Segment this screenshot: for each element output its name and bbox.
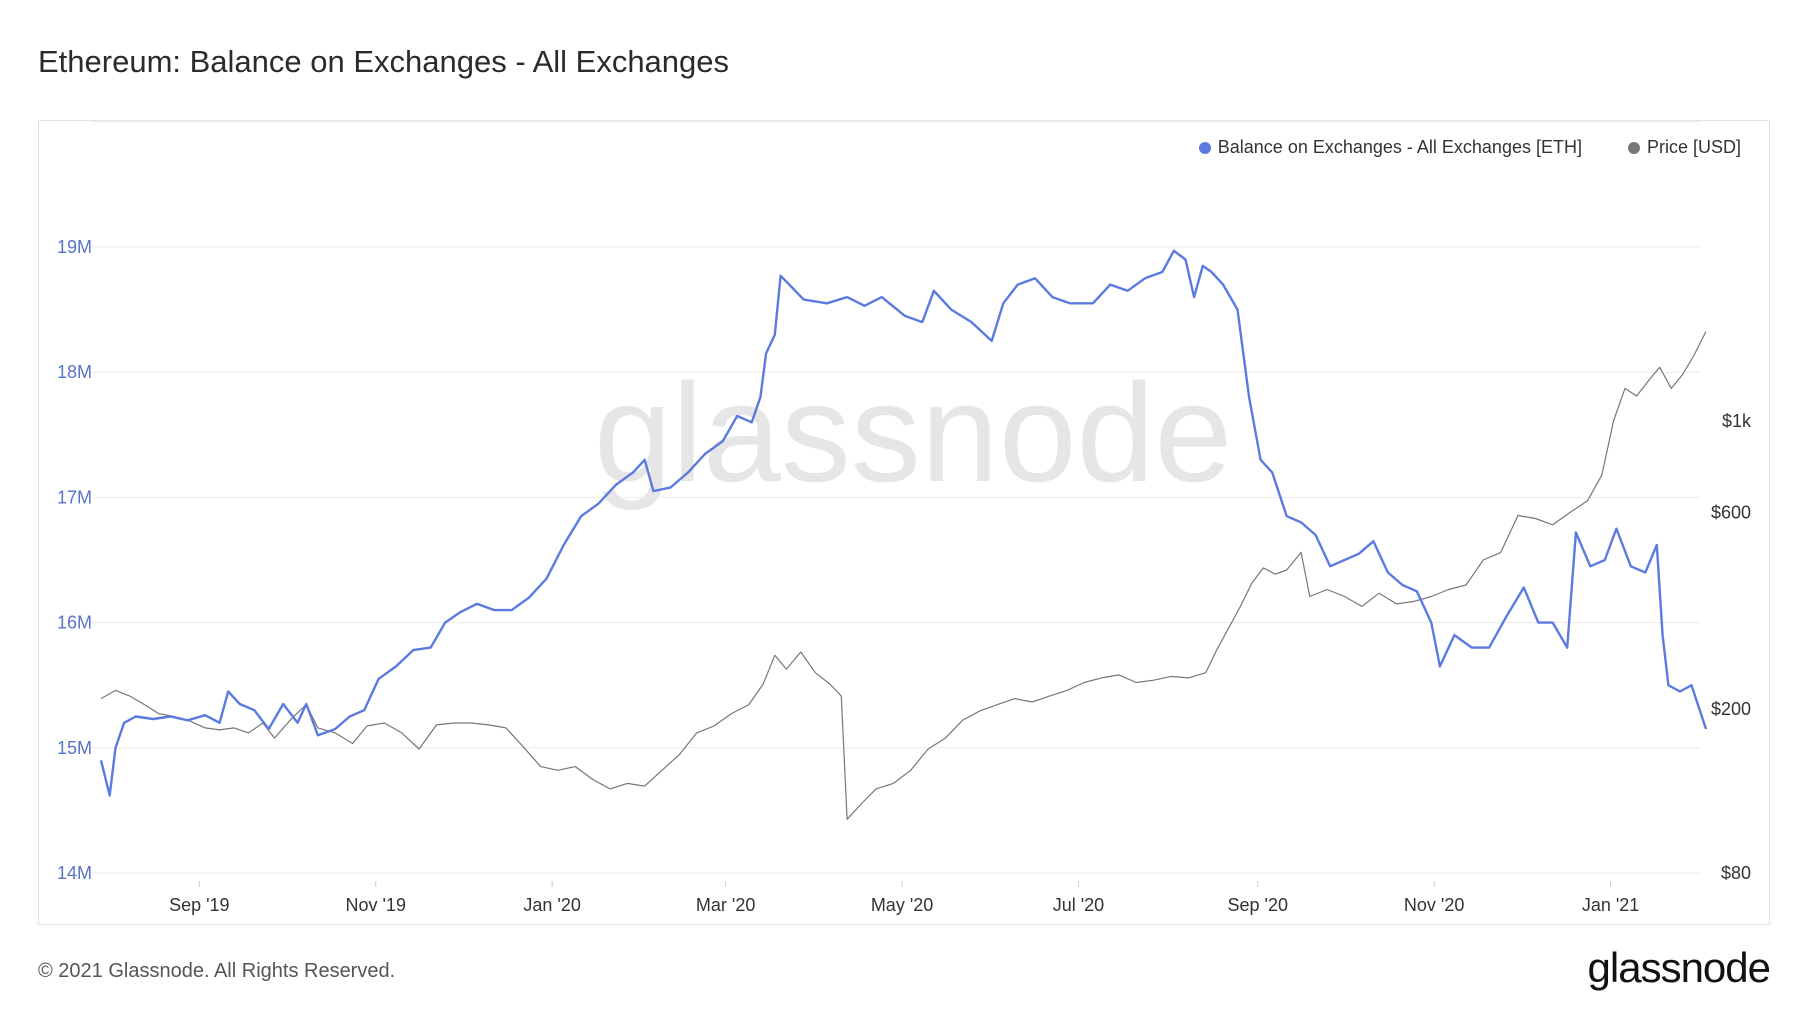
right-tick-label: $200: [1711, 699, 1751, 719]
legend-label-balance: Balance on Exchanges - All Exchanges [ET…: [1217, 137, 1582, 157]
glassnode-logo[interactable]: glassnode: [1587, 944, 1771, 991]
left-tick-label: 19M: [57, 237, 92, 257]
right-tick-label: $1k: [1722, 411, 1752, 431]
left-tick-label: 17M: [57, 487, 92, 507]
series-line-price[interactable]: [100, 331, 1707, 820]
x-tick-label: Jul '20: [1053, 895, 1104, 915]
legend-dot-balance: [1198, 141, 1211, 154]
footer-copyright: © 2021 Glassnode. All Rights Reserved.: [38, 960, 396, 982]
x-axis-ticks: Sep '19 Nov '19 Jan '20 Mar '20 May '20 Jul '…: [169, 881, 1639, 915]
x-tick-label: Sep '19: [169, 895, 230, 915]
x-tick-label: Nov '19: [345, 895, 405, 915]
grid-lines: [91, 121, 1701, 874]
legend-item-balance[interactable]: Balance on Exchanges - All Exchanges [ET…: [1198, 137, 1582, 158]
chart-frame: glassnode 14M 15M 16M 17M 18M 19M $80 $200 $600…: [38, 120, 1770, 925]
watermark-text: glassnode: [594, 354, 1232, 511]
series-line-balance[interactable]: [99, 249, 1708, 797]
x-tick-label: Nov '20: [1404, 895, 1464, 915]
x-tick-label: Jan '21: [1582, 895, 1639, 915]
right-axis-ticks: $80 $200 $600 $1k: [1711, 411, 1752, 883]
right-tick-label: $600: [1711, 502, 1751, 522]
chart-title: Ethereum: Balance on Exchanges - All Exc…: [38, 44, 730, 79]
left-axis-ticks: 14M 15M 16M 17M 18M 19M: [57, 237, 92, 883]
left-tick-label: 18M: [57, 362, 92, 382]
legend-dot-price: [1627, 141, 1640, 154]
legend-label-price: Price [USD]: [1646, 137, 1741, 157]
chart-legend: Balance on Exchanges - All Exchanges [ET…: [1198, 137, 1741, 158]
price-series-group: [100, 331, 1707, 820]
x-tick-label: Mar '20: [696, 895, 755, 915]
x-tick-label: Sep '20: [1228, 895, 1289, 915]
chart-svg: glassnode 14M 15M 16M 17M 18M 19M $80 $200 $600…: [57, 121, 1752, 915]
left-tick-label: 16M: [57, 613, 92, 633]
x-tick-label: May '20: [871, 895, 933, 915]
balance-series-group: [99, 249, 1708, 797]
left-tick-label: 14M: [57, 863, 92, 883]
x-tick-label: Jan '20: [523, 895, 580, 915]
legend-item-price[interactable]: Price [USD]: [1627, 137, 1741, 158]
left-tick-label: 15M: [57, 738, 92, 758]
right-tick-label: $80: [1721, 863, 1751, 883]
